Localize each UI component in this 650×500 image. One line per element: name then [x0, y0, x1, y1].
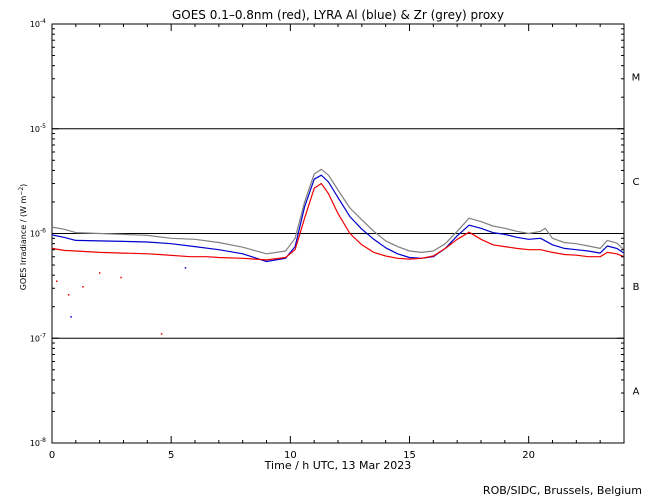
flare-class-label: B [633, 282, 640, 293]
data-point [184, 267, 187, 269]
y-tick-label-base: 10 [30, 20, 40, 29]
y-tick-label: 10-7 [30, 332, 46, 343]
series-line-1 [51, 174, 625, 263]
series-line-0 [51, 168, 625, 255]
y-axis-label-main: GOES Irradiance / (W m [19, 195, 28, 290]
chart-title: GOES 0.1–0.8nm (red), LYRA Al (blue) & Z… [172, 8, 504, 22]
flare-class-lines [52, 128, 624, 339]
y-tick-label-base: 10 [30, 439, 40, 448]
flare-class-label: A [633, 387, 640, 398]
y-axis-label-close: ) [19, 184, 28, 187]
x-tick-label: 20 [522, 450, 535, 461]
y-tick-label-exponent: -6 [40, 228, 46, 235]
y-tick-label-exponent: -7 [40, 332, 46, 339]
credit-text: ROB/SIDC, Brussels, Belgium [483, 484, 642, 497]
flare-class-label: M [632, 72, 641, 83]
data-point [70, 316, 72, 318]
y-tick-label-exponent: -4 [40, 18, 46, 25]
x-axis-label: Time / h UTC, 13 Mar 2023 [264, 459, 412, 472]
x-tick-label: 0 [49, 450, 55, 461]
data-point [82, 286, 84, 288]
data-point [160, 333, 163, 335]
plot-area [51, 23, 625, 444]
flare-class-label: C [633, 177, 640, 188]
x-tick-label: 15 [403, 450, 416, 461]
y-tick-label-base: 10 [30, 230, 40, 239]
x-tick-label: 5 [168, 450, 174, 461]
y-axis-label: GOES Irradiance / (W m−2) [18, 184, 28, 291]
data-point [56, 280, 58, 283]
y-tick-label: 10-4 [30, 18, 46, 29]
axis-ticks [51, 23, 625, 444]
y-tick-label: 10-6 [30, 228, 46, 239]
y-tick-label-exponent: -8 [40, 437, 46, 444]
data-point [67, 294, 70, 296]
data-point [98, 272, 101, 274]
y-tick-label: 10-8 [30, 437, 46, 448]
data-point [120, 276, 122, 279]
y-axis-label-exponent: −2 [18, 187, 25, 196]
x-tick-label: 10 [284, 450, 297, 461]
series-layer [51, 168, 625, 335]
y-tick-label: 10-5 [30, 123, 46, 134]
series-line-2 [51, 182, 625, 261]
y-tick-label-base: 10 [30, 125, 40, 134]
flare-class-labels: A B C M [632, 72, 641, 397]
y-tick-label-exponent: -5 [40, 123, 46, 130]
y-tick-labels: 10-810-710-610-510-4 [30, 18, 46, 448]
x-tick-labels: 0 5 10 15 20 [49, 450, 535, 461]
y-tick-label-base: 10 [30, 334, 40, 343]
